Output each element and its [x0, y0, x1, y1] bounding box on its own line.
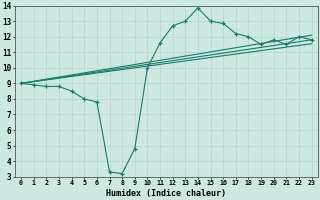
X-axis label: Humidex (Indice chaleur): Humidex (Indice chaleur)	[106, 189, 226, 198]
